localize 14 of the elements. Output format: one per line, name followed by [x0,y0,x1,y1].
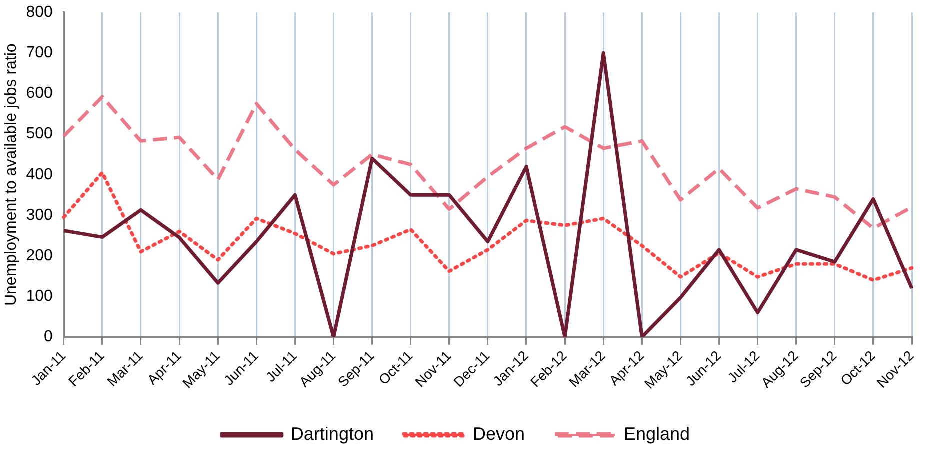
y-tick-label: 800 [26,4,53,22]
y-tick-label: 100 [26,288,53,305]
y-tick-label: 0 [44,328,53,346]
y-tick-label: 300 [26,206,53,224]
legend-label: England [624,424,690,444]
y-tick-label: 400 [26,166,53,184]
y-axis-title: Unemployment to available jobs ratio [3,44,20,306]
y-tick-label: 700 [26,44,53,62]
line-series [62,171,914,282]
y-tick-label: 600 [26,85,53,102]
y-tick-label: 500 [26,126,53,143]
legend-label: Devon [472,424,526,444]
y-tick-label: 200 [26,247,53,264]
legend-label: Dartington [290,424,374,444]
